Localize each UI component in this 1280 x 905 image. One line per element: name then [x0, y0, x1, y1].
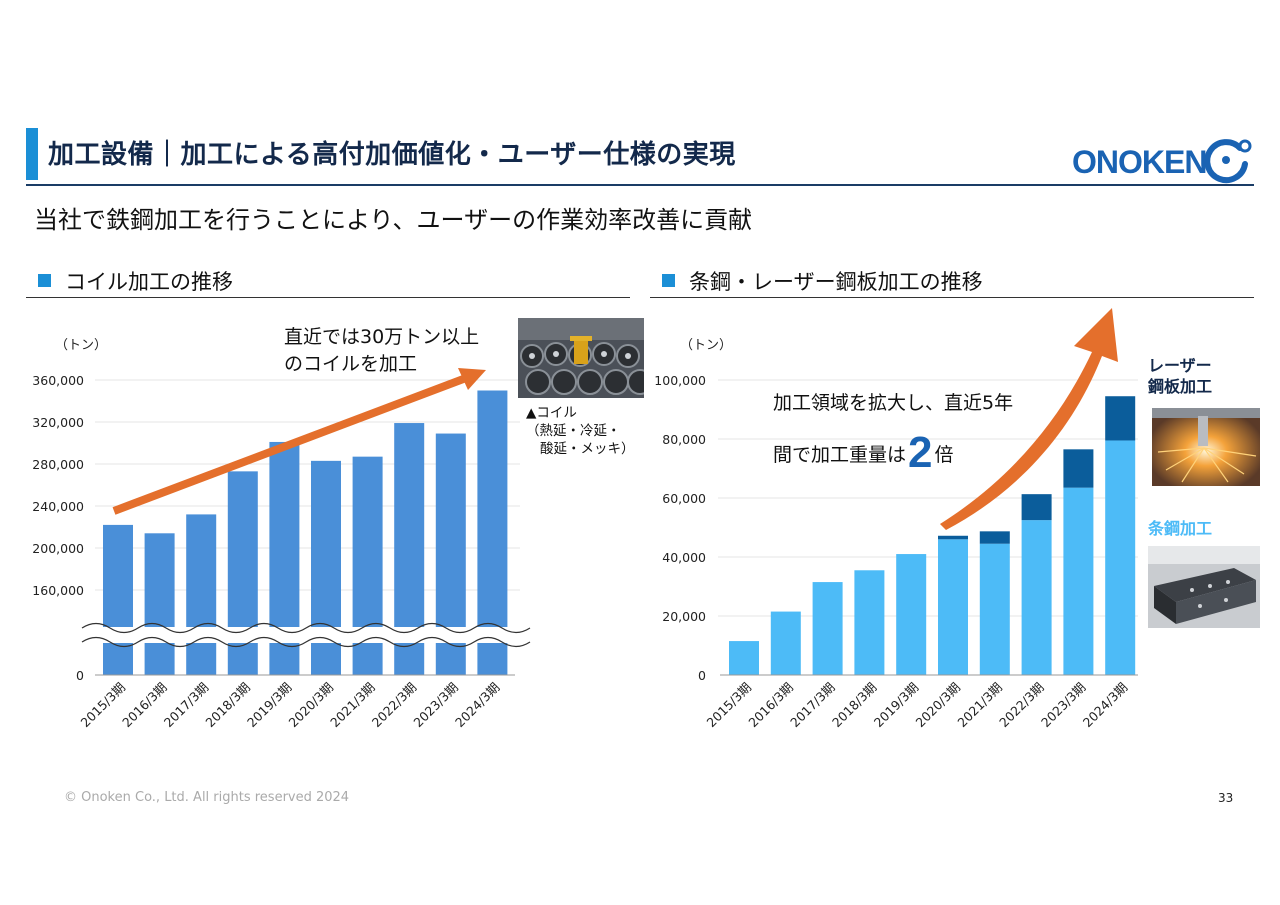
- steel-category-label: 2020/3期: [913, 680, 964, 731]
- steel-bar: [812, 582, 843, 675]
- coil-bar: [144, 533, 175, 675]
- laser-label-line2: 鋼板加工: [1148, 377, 1213, 396]
- laser-bar: [1063, 449, 1094, 488]
- steel-laser-chart: 0 20,000 40,000 60,000 80,000 100,000 （トン） 2015…: [654, 308, 1138, 731]
- steel-photo: [1148, 546, 1260, 628]
- steel-bar: [896, 554, 927, 675]
- coil-axis-break-line-top: [81, 622, 531, 634]
- coil-note-line2: のコイルを加工: [284, 353, 418, 375]
- steel-note-line2: 間で加工重量は2 倍: [773, 431, 1013, 475]
- coil-ytick-label: 280,000: [32, 457, 84, 472]
- steel-category-label: 2016/3期: [745, 680, 796, 731]
- company-logo: ONOKEN: [1072, 139, 1262, 190]
- coil-note-line1: 直近では30万トン以上: [284, 326, 480, 348]
- bullet-square-icon: [38, 274, 51, 287]
- left-section-heading: コイル加工の推移: [38, 266, 233, 296]
- steel-category-label: 2017/3期: [787, 680, 838, 731]
- steel-category-label: 2023/3期: [1038, 680, 1089, 731]
- copyright-text: © Onoken Co., Ltd. All rights reserved 2…: [64, 790, 350, 805]
- coil-ytick-label: 240,000: [32, 499, 84, 514]
- logo-text: ONOKEN: [1072, 144, 1207, 180]
- steel-ytick-label: 100,000: [654, 373, 706, 388]
- laser-label: レーザー 鋼板加工: [1148, 355, 1212, 397]
- laser-photo-image: [1152, 408, 1260, 486]
- right-section-rule: [650, 297, 1254, 298]
- steel-ytick-label: 20,000: [662, 609, 706, 624]
- steel-note-suffix: 倍: [934, 444, 954, 466]
- steel-note-big-number: 2: [908, 428, 933, 477]
- coil-ytick-label: 360,000: [32, 373, 84, 388]
- steel-note-prefix: 間で加工重量は: [773, 444, 907, 466]
- bullet-square-icon: [662, 274, 675, 287]
- steel-photo-image: [1148, 546, 1260, 628]
- coil-trend-arrowhead-icon: [458, 368, 486, 390]
- coil-ytick-label: 200,000: [32, 541, 84, 556]
- page-title: 加工設備｜加工による高付加価値化・ユーザー仕様の実現: [48, 140, 736, 170]
- coil-chart: 0 160,000 200,000 240,000 280,000 320,000 360,…: [32, 338, 540, 730]
- coil-photo: [518, 318, 644, 398]
- right-heading-text: 条鋼・レーザー鋼板加工の推移: [689, 270, 983, 294]
- steel-bar: [979, 543, 1010, 675]
- steel-category-label: 2018/3期: [829, 680, 880, 731]
- steel-category-label: 2019/3期: [871, 680, 922, 731]
- coil-trend-arrow-shaft: [112, 374, 468, 515]
- steel-bar: [729, 641, 759, 675]
- steel-category-label: 2022/3期: [996, 680, 1047, 731]
- laser-bar: [1021, 494, 1052, 521]
- laser-bar: [1105, 396, 1136, 441]
- left-section-rule: [26, 297, 630, 298]
- laser-photo: [1152, 408, 1260, 486]
- coil-caption-line3: 酸延・メッキ）: [540, 441, 635, 457]
- steel-note: 加工領域を拡大し、直近5年 間で加工重量は2 倍: [773, 390, 1014, 475]
- coil-axis-break-line-bottom: [81, 636, 531, 648]
- coil-ytick-label: 320,000: [32, 415, 84, 430]
- coil-bar: [186, 514, 217, 675]
- laser-label-line1: レーザー: [1148, 356, 1212, 375]
- page-number: 33: [1218, 791, 1234, 805]
- right-section-heading: 条鋼・レーザー鋼板加工の推移: [662, 266, 983, 296]
- laser-bar: [938, 535, 968, 540]
- left-heading-text: コイル加工の推移: [65, 270, 233, 294]
- steel-ytick-label: 40,000: [662, 550, 706, 565]
- steel-category-label: 2024/3期: [1080, 680, 1131, 731]
- title-rule: [26, 184, 1254, 186]
- coil-caption-line2: （熱延・冷延・: [526, 423, 621, 439]
- steel-label: 条鋼加工: [1148, 519, 1213, 538]
- steel-trend-arrow-icon: [940, 308, 1118, 530]
- coil-note: 直近では30万トン以上 のコイルを加工: [284, 324, 479, 378]
- steel-note-line1: 加工領域を拡大し、直近5年: [773, 392, 1014, 414]
- steel-bar: [1063, 487, 1094, 675]
- steel-bar: [854, 570, 885, 675]
- steel-category-label: 2021/3期: [954, 680, 1005, 731]
- coil-photo-caption: ▲コイル （熱延・冷延・ 酸延・メッキ）: [526, 404, 635, 458]
- steel-ytick-label: 80,000: [662, 432, 706, 447]
- coil-ytick-label: 160,000: [32, 583, 84, 598]
- page-subtitle: 当社で鉄鋼加工を行うことにより、ユーザーの作業効率改善に貢献: [34, 206, 753, 234]
- steel-bar: [938, 539, 968, 675]
- steel-category-label: 2015/3期: [704, 680, 755, 731]
- title-accent-bar: [26, 128, 38, 180]
- coil-y-axis-label: （トン）: [55, 338, 107, 353]
- coil-caption-line1: ▲コイル: [526, 405, 577, 421]
- laser-bar: [979, 531, 1010, 544]
- steel-ytick-label: 0: [698, 668, 706, 683]
- coil-ytick-label: 0: [76, 668, 84, 683]
- steel-y-axis-label: （トン）: [680, 338, 732, 353]
- steel-bar: [770, 611, 801, 675]
- steel-bar: [1021, 520, 1052, 675]
- coil-photo-image: [518, 318, 644, 398]
- coil-bar: [103, 524, 133, 675]
- steel-bar: [1105, 440, 1136, 675]
- logo-ring-icon: [1204, 139, 1252, 184]
- steel-ytick-label: 60,000: [662, 491, 706, 506]
